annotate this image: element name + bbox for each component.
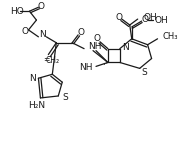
Text: H₂N: H₂N [28, 101, 45, 110]
Text: S: S [142, 68, 147, 77]
Text: O: O [115, 13, 122, 22]
Text: O: O [94, 34, 100, 43]
Text: CH₂: CH₂ [45, 56, 59, 65]
Text: CH₃: CH₃ [162, 32, 178, 41]
Text: N: N [122, 43, 129, 52]
Text: OH: OH [144, 13, 157, 22]
Text: =: = [43, 55, 50, 64]
Text: O: O [38, 2, 45, 11]
Text: OH: OH [155, 16, 168, 25]
Text: HO: HO [11, 7, 24, 16]
Text: N: N [39, 30, 46, 39]
Text: NH: NH [88, 42, 102, 51]
Text: S: S [62, 93, 68, 102]
Text: N: N [29, 74, 36, 83]
Text: NH: NH [79, 63, 93, 72]
Text: O: O [78, 28, 85, 37]
Text: O: O [21, 27, 28, 36]
Text: O: O [141, 15, 148, 24]
